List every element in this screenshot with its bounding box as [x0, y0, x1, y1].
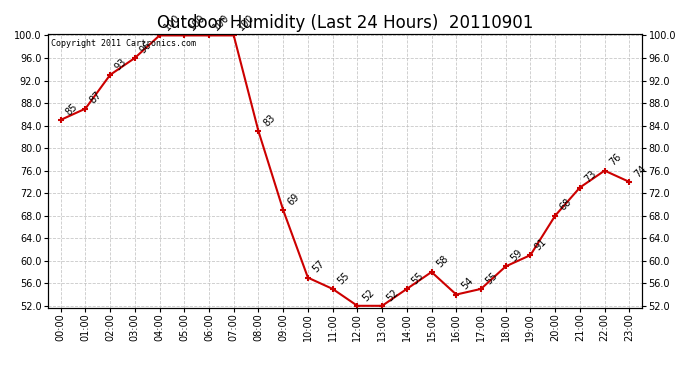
Text: 58: 58 [434, 254, 450, 269]
Text: 69: 69 [286, 192, 302, 207]
Text: 100: 100 [237, 13, 257, 33]
Text: 91: 91 [533, 237, 549, 252]
Text: 68: 68 [558, 197, 573, 213]
Text: 100: 100 [162, 13, 182, 33]
Text: 59: 59 [509, 248, 524, 264]
Text: 52: 52 [385, 287, 401, 303]
Text: 57: 57 [310, 259, 326, 275]
Text: 52: 52 [360, 287, 376, 303]
Text: 85: 85 [63, 101, 79, 117]
Text: 96: 96 [137, 39, 153, 55]
Text: 54: 54 [459, 276, 475, 292]
Text: 100: 100 [212, 13, 232, 33]
Text: 83: 83 [262, 112, 277, 128]
Text: 93: 93 [113, 56, 128, 72]
Text: 87: 87 [88, 90, 104, 106]
Text: 76: 76 [607, 152, 623, 168]
Text: 74: 74 [632, 163, 648, 179]
Title: Outdoor Humidity (Last 24 Hours)  20110901: Outdoor Humidity (Last 24 Hours) 2011090… [157, 14, 533, 32]
Text: 55: 55 [410, 270, 426, 286]
Text: 73: 73 [582, 169, 598, 185]
Text: 100: 100 [187, 13, 207, 33]
Text: 55: 55 [484, 270, 500, 286]
Text: 55: 55 [335, 270, 351, 286]
Text: Copyright 2011 Cartronics.com: Copyright 2011 Cartronics.com [51, 39, 196, 48]
